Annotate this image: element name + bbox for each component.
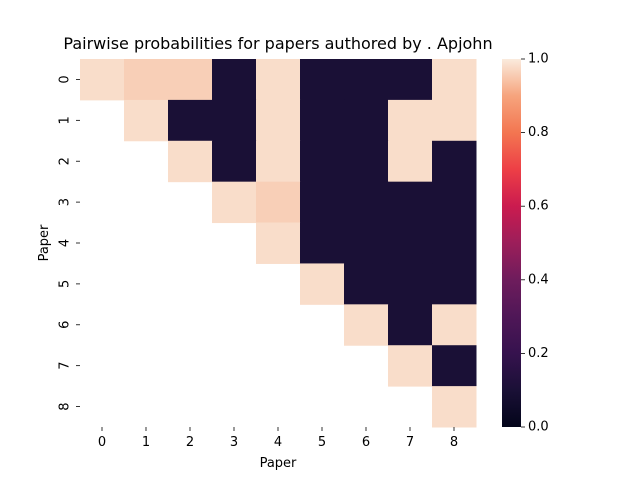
heatmap-cell <box>300 59 345 101</box>
x-tick-label: 3 <box>230 435 238 450</box>
heatmap-cell <box>212 59 257 101</box>
heatmap-cell <box>388 263 433 305</box>
heatmap-cell <box>432 140 477 183</box>
heatmap-cell <box>168 140 213 183</box>
heatmap-cell <box>256 99 301 142</box>
colorbar <box>502 59 521 427</box>
heatmap-cell <box>388 222 433 264</box>
x-axis-ticks: 0 1 2 3 4 5 6 7 8 <box>98 427 458 450</box>
heatmap-cell <box>168 99 213 142</box>
colorbar-tick-label: 0.8 <box>528 125 549 140</box>
y-tick-label: 0 <box>58 75 73 83</box>
heatmap-cell <box>344 263 389 305</box>
heatmap-cell <box>300 263 345 305</box>
heatmap-cell <box>256 59 301 101</box>
x-tick-label: 5 <box>318 435 326 450</box>
heatmap-cell <box>432 263 477 305</box>
heatmap-cell <box>344 181 389 224</box>
heatmap-cell <box>344 140 389 183</box>
heatmap-cell <box>388 345 433 387</box>
x-axis-label: Paper <box>260 456 297 471</box>
chart-title: Pairwise probabilities for papers author… <box>63 34 492 53</box>
heatmap-cells <box>80 59 477 428</box>
colorbar-tick-label: 0.4 <box>528 272 549 287</box>
x-tick-label: 8 <box>450 435 458 450</box>
y-tick-label: 3 <box>58 198 73 206</box>
heatmap-cell <box>432 222 477 264</box>
heatmap-cell <box>388 59 433 101</box>
heatmap-cell <box>432 304 477 346</box>
colorbar-ticks: 0.0 0.2 0.4 0.6 0.8 1.0 <box>521 52 549 435</box>
y-tick-label: 2 <box>58 157 73 165</box>
x-tick-label: 4 <box>274 435 282 450</box>
heatmap-cell <box>432 386 477 428</box>
heatmap-cell <box>300 140 345 183</box>
x-tick-label: 6 <box>362 435 370 450</box>
x-tick-label: 2 <box>186 435 194 450</box>
heatmap-cell <box>212 140 257 183</box>
heatmap-cell <box>168 59 213 101</box>
y-tick-label: 5 <box>58 280 73 288</box>
heatmap-cell <box>388 99 433 142</box>
heatmap-cell <box>388 304 433 346</box>
heatmap-cell <box>344 222 389 264</box>
heatmap-cell <box>300 222 345 264</box>
colorbar-tick-label: 0.2 <box>528 346 549 361</box>
heatmap-cell <box>432 345 477 387</box>
heatmap-cell <box>432 59 477 101</box>
heatmap-cell <box>124 99 169 142</box>
heatmap-cell <box>256 140 301 183</box>
heatmap-cell <box>344 304 389 346</box>
heatmap-cell <box>256 181 301 224</box>
heatmap-cell <box>344 99 389 142</box>
x-tick-label: 0 <box>98 435 106 450</box>
heatmap-cell <box>80 59 125 101</box>
colorbar-tick-label: 0.0 <box>528 420 549 435</box>
x-tick-label: 7 <box>406 435 414 450</box>
y-axis-label: Paper <box>37 224 52 261</box>
colorbar-tick-label: 0.6 <box>528 199 549 214</box>
heatmap-cell <box>432 99 477 142</box>
y-tick-label: 1 <box>58 116 73 124</box>
heatmap-cell <box>388 140 433 183</box>
heatmap-cell <box>212 181 257 224</box>
heatmap-cell <box>212 99 257 142</box>
y-tick-label: 6 <box>58 321 73 329</box>
y-axis-ticks: 0 1 2 3 4 5 6 7 8 <box>58 75 80 411</box>
y-tick-label: 7 <box>58 362 73 370</box>
colorbar-tick-label: 1.0 <box>528 52 549 67</box>
heatmap-cell <box>300 99 345 142</box>
x-tick-label: 1 <box>142 435 150 450</box>
y-tick-label: 4 <box>58 239 73 247</box>
heatmap-cell <box>344 59 389 101</box>
heatmap-cell <box>256 222 301 264</box>
heatmap-cell <box>388 181 433 224</box>
heatmap-cell <box>432 181 477 224</box>
y-tick-label: 8 <box>58 402 73 410</box>
heatmap-cell <box>124 59 169 101</box>
heatmap-cell <box>300 181 345 224</box>
